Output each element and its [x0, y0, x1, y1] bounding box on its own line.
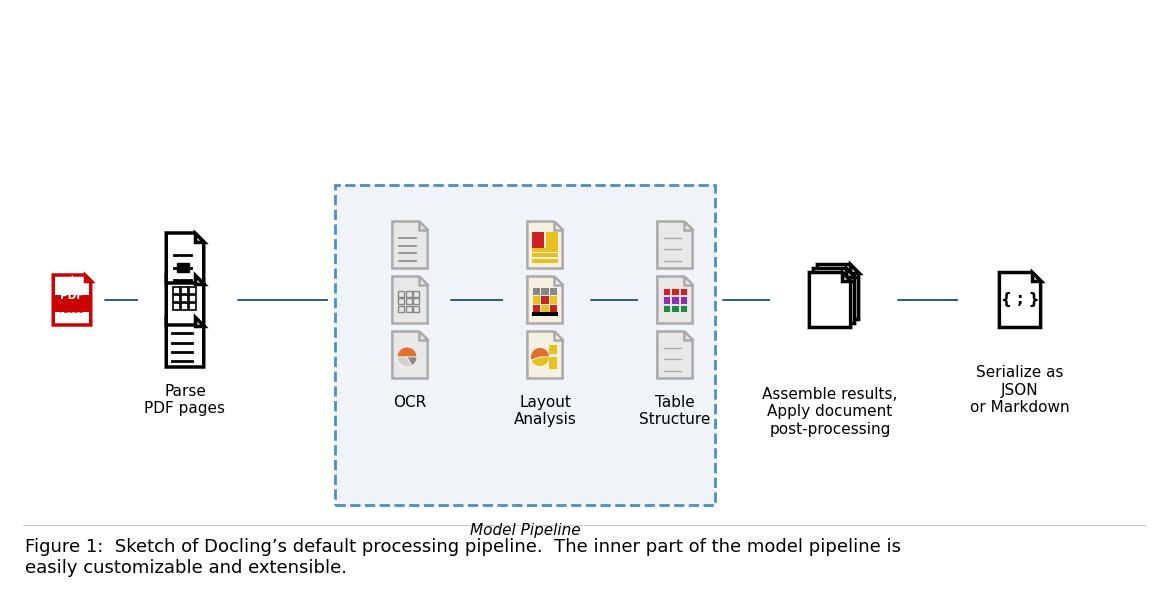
- Bar: [680, 304, 687, 312]
- Text: Assemble results,
Apply document
post-processing: Assemble results, Apply document post-pr…: [763, 387, 898, 437]
- Polygon shape: [683, 221, 693, 231]
- Bar: [173, 295, 180, 302]
- Bar: [680, 288, 687, 295]
- Text: PDF: PDF: [61, 291, 84, 301]
- Text: Adobe: Adobe: [60, 306, 84, 315]
- Text: ✦: ✦: [67, 274, 77, 287]
- Polygon shape: [85, 275, 91, 281]
- Bar: [549, 345, 557, 354]
- Polygon shape: [392, 276, 427, 323]
- Bar: [550, 304, 557, 312]
- Bar: [663, 288, 670, 295]
- Bar: [550, 288, 557, 295]
- Bar: [672, 288, 679, 295]
- Text: Parse
PDF pages: Parse PDF pages: [145, 384, 225, 417]
- Bar: [413, 290, 419, 297]
- Polygon shape: [195, 275, 203, 284]
- Polygon shape: [683, 276, 693, 285]
- Bar: [398, 290, 404, 297]
- Bar: [398, 306, 404, 312]
- Bar: [405, 306, 412, 312]
- Bar: [545, 232, 558, 250]
- Polygon shape: [658, 276, 693, 323]
- Polygon shape: [809, 273, 850, 328]
- Bar: [189, 287, 196, 294]
- Wedge shape: [397, 357, 412, 367]
- Polygon shape: [658, 221, 693, 268]
- Bar: [335, 185, 715, 505]
- Bar: [405, 298, 412, 304]
- Polygon shape: [818, 265, 858, 320]
- Polygon shape: [418, 221, 427, 231]
- Wedge shape: [530, 348, 549, 361]
- Text: Serialize as
JSON
or Markdown: Serialize as JSON or Markdown: [971, 365, 1070, 415]
- Wedge shape: [531, 357, 549, 367]
- Bar: [533, 304, 541, 312]
- Bar: [181, 303, 188, 310]
- Polygon shape: [846, 268, 855, 278]
- Bar: [680, 296, 687, 304]
- Polygon shape: [813, 268, 855, 323]
- Wedge shape: [406, 357, 417, 365]
- Polygon shape: [658, 331, 693, 378]
- Polygon shape: [392, 331, 427, 378]
- Bar: [173, 287, 180, 294]
- Polygon shape: [554, 276, 563, 285]
- Bar: [549, 356, 557, 362]
- Polygon shape: [1031, 273, 1041, 281]
- Bar: [181, 287, 188, 294]
- Bar: [541, 296, 549, 304]
- Polygon shape: [392, 221, 427, 268]
- Bar: [189, 295, 196, 302]
- Text: Table
Structure: Table Structure: [639, 395, 710, 428]
- Bar: [181, 295, 188, 302]
- Bar: [173, 303, 180, 310]
- Polygon shape: [195, 233, 203, 242]
- Bar: [672, 304, 679, 312]
- Bar: [550, 296, 557, 304]
- Polygon shape: [528, 221, 563, 268]
- Polygon shape: [166, 233, 203, 283]
- Bar: [413, 306, 419, 312]
- Text: OCR: OCR: [394, 395, 426, 410]
- Bar: [541, 304, 549, 312]
- Bar: [541, 288, 549, 295]
- Polygon shape: [554, 221, 563, 231]
- Text: Model Pipeline: Model Pipeline: [470, 523, 580, 538]
- Bar: [531, 232, 544, 250]
- Text: Layout
Analysis: Layout Analysis: [514, 395, 577, 428]
- Bar: [531, 312, 558, 316]
- Polygon shape: [528, 331, 563, 378]
- Text: Figure 1:  Sketch of Docling’s default processing pipeline.  The inner part of t: Figure 1: Sketch of Docling’s default pr…: [25, 538, 901, 577]
- Text: { ; }: { ; }: [1001, 293, 1040, 307]
- Polygon shape: [528, 276, 563, 323]
- Bar: [531, 248, 558, 252]
- Bar: [398, 298, 404, 304]
- Bar: [405, 290, 412, 297]
- Bar: [663, 304, 670, 312]
- Bar: [533, 288, 541, 295]
- Polygon shape: [554, 331, 563, 340]
- Bar: [531, 259, 558, 263]
- Polygon shape: [683, 331, 693, 340]
- Polygon shape: [842, 273, 850, 281]
- Bar: [413, 298, 419, 304]
- Polygon shape: [1000, 273, 1041, 328]
- Bar: [189, 303, 196, 310]
- Bar: [531, 254, 558, 257]
- Bar: [663, 296, 670, 304]
- Wedge shape: [397, 347, 417, 357]
- Bar: [672, 296, 679, 304]
- Bar: [178, 263, 189, 272]
- Bar: [54, 295, 91, 312]
- Polygon shape: [418, 276, 427, 285]
- Polygon shape: [195, 317, 203, 326]
- Bar: [549, 362, 557, 369]
- Polygon shape: [418, 331, 427, 340]
- Polygon shape: [166, 317, 203, 367]
- Polygon shape: [54, 275, 91, 325]
- Polygon shape: [849, 265, 858, 273]
- Bar: [533, 296, 541, 304]
- Polygon shape: [166, 275, 203, 325]
